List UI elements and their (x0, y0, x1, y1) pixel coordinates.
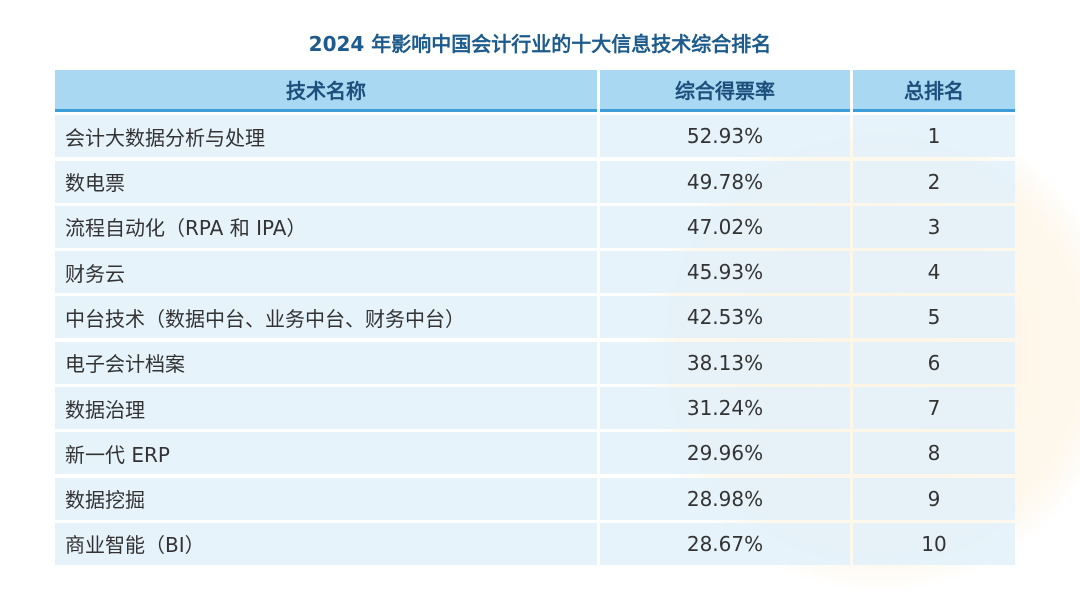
table-cell: 45.93% (600, 251, 850, 294)
table-cell: 38.13% (600, 341, 850, 384)
table-cell: 6 (853, 341, 1015, 384)
table-cell: 8 (853, 432, 1015, 475)
table-cell: 2 (853, 160, 1015, 203)
table-cell: 31.24% (600, 387, 850, 430)
table-cell: 数据挖掘 (55, 477, 597, 520)
table-cell: 5 (853, 296, 1015, 339)
header-cell: 综合得票率 (600, 70, 850, 112)
table: 技术名称 综合得票率 总排名 会计大数据分析与处理 52.93% 1 数电票 49.78% 2 流… (55, 70, 1015, 568)
table-cell: 29.96% (600, 432, 850, 475)
table-cell: 流程自动化（RPA 和 IPA） (55, 205, 597, 248)
table-cell: 新一代 ERP (55, 432, 597, 475)
table-cell: 49.78% (600, 160, 850, 203)
table-cell: 3 (853, 205, 1015, 248)
header-cell: 技术名称 (55, 70, 597, 112)
table-cell: 中台技术（数据中台、业务中台、财务中台） (55, 296, 597, 339)
table-row: 数电票 49.78% 2 (55, 160, 1015, 203)
table-row: 商业智能（BI） 28.67% 10 (55, 522, 1015, 565)
table-cell: 电子会计档案 (55, 341, 597, 384)
table-cell: 28.67% (600, 522, 850, 565)
table-cell: 47.02% (600, 205, 850, 248)
table-row: 新一代 ERP 29.96% 8 (55, 432, 1015, 475)
table-cell: 数电票 (55, 160, 597, 203)
table-row: 会计大数据分析与处理 52.93% 1 (55, 115, 1015, 158)
table-cell: 9 (853, 477, 1015, 520)
table-row: 电子会计档案 38.13% 6 (55, 341, 1015, 384)
table-cell: 28.98% (600, 477, 850, 520)
table-row: 财务云 45.93% 4 (55, 251, 1015, 294)
table-cell: 4 (853, 251, 1015, 294)
header-row: 技术名称 综合得票率 总排名 (55, 70, 1015, 112)
table-row: 流程自动化（RPA 和 IPA） 47.02% 3 (55, 205, 1015, 248)
table-cell: 会计大数据分析与处理 (55, 115, 597, 158)
table-row: 中台技术（数据中台、业务中台、财务中台） 42.53% 5 (55, 296, 1015, 339)
table-row: 数据挖掘 28.98% 9 (55, 477, 1015, 520)
table-cell: 数据治理 (55, 387, 597, 430)
header-cell: 总排名 (853, 70, 1015, 112)
table-row: 数据治理 31.24% 7 (55, 387, 1015, 430)
table-cell: 商业智能（BI） (55, 522, 597, 565)
table-cell: 10 (853, 522, 1015, 565)
table-cell: 7 (853, 387, 1015, 430)
table-cell: 1 (853, 115, 1015, 158)
table-cell: 财务云 (55, 251, 597, 294)
table-cell: 52.93% (600, 115, 850, 158)
title: 2024 年影响中国会计行业的十大信息技术综合排名 (308, 32, 772, 56)
table-cell: 42.53% (600, 296, 850, 339)
